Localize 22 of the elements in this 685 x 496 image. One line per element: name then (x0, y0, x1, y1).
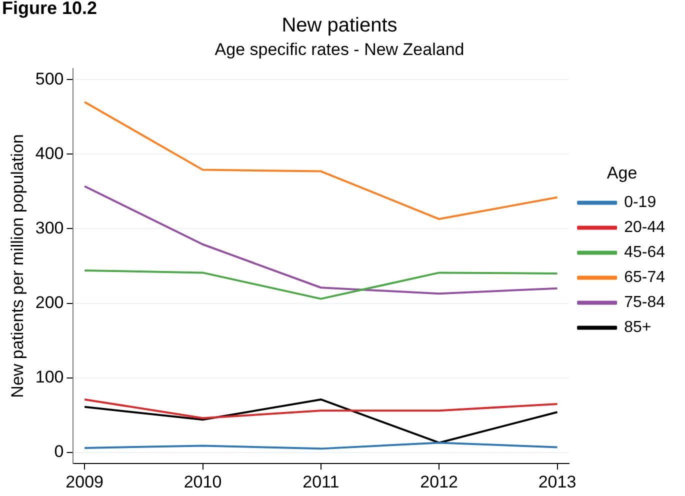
chart-subtitle: Age specific rates - New Zealand (214, 40, 464, 59)
legend-title: Age (606, 163, 638, 182)
x-tick-label: 2009 (66, 472, 104, 492)
x-tick-label: 2010 (184, 472, 222, 492)
legend-label: 65-74 (624, 269, 666, 286)
legend-label: 85+ (624, 319, 652, 336)
y-tick-label: 100 (35, 368, 64, 387)
y-tick-label: 500 (35, 69, 64, 88)
y-tick-label: 200 (35, 292, 64, 312)
chart-title: New patients (282, 14, 398, 37)
y-tick-label: 300 (35, 218, 64, 238)
x-tick-label: 2013 (538, 472, 576, 492)
legend-label: 45-64 (624, 244, 666, 262)
legend-label: 0-19 (624, 194, 656, 212)
caption: Figure 10.2 (2, 0, 98, 18)
y-axis-title: New patients per million population (8, 134, 27, 398)
y-tick-label: 400 (35, 144, 64, 163)
y-tick-label: 0 (54, 442, 64, 462)
x-tick-label: 2011 (302, 472, 340, 492)
legend-label: 75-84 (624, 294, 666, 312)
legend-label: 20-44 (624, 219, 666, 236)
x-tick-label: 2012 (420, 472, 458, 492)
